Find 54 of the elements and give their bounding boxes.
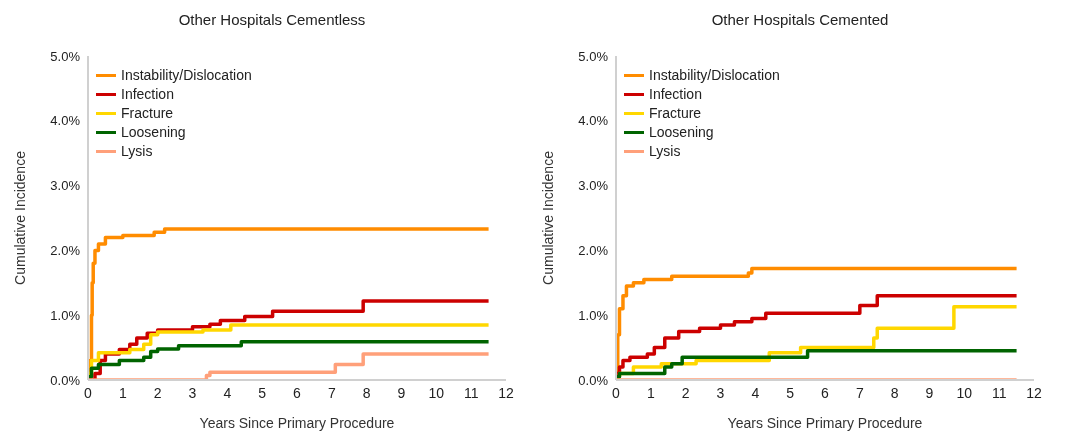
x-tick-label: 8 [362, 384, 371, 401]
x-tick-label: 3 [188, 384, 197, 401]
x-tick-label: 2 [153, 384, 162, 401]
legend-label: Lysis [121, 142, 153, 161]
y-tick-label: 0.0% [50, 372, 81, 388]
x-tick-label: 4 [751, 384, 760, 401]
x-tick-label: 3 [716, 384, 725, 401]
x-tick-label: 6 [821, 384, 830, 401]
x-tick-label: 1 [646, 384, 655, 401]
y-tick-label: 5.0% [578, 48, 609, 64]
legend-label: Lysis [649, 142, 681, 161]
x-tick-label: 2 [681, 384, 690, 401]
y-tick-label: 4.0% [50, 113, 81, 129]
y-tick-label: 5.0% [50, 48, 81, 64]
legend-label: Fracture [649, 104, 702, 123]
legend-label: Instability/Dislocation [649, 66, 780, 85]
x-tick-label: 12 [498, 384, 514, 401]
x-tick-label: 5 [258, 384, 267, 401]
y-tick-label: 3.0% [50, 178, 81, 194]
legend-label: Fracture [121, 104, 174, 123]
x-tick-label: 4 [223, 384, 232, 401]
y-axis-title: Cumulative Incidence [11, 150, 28, 285]
x-tick-label: 8 [890, 384, 899, 401]
x-tick-label: 9 [397, 384, 406, 401]
x-tick-label: 7 [855, 384, 864, 401]
y-tick-label: 2.0% [578, 243, 609, 259]
x-tick-label: 11 [991, 384, 1007, 401]
x-tick-label: 0 [612, 384, 621, 401]
y-tick-label: 1.0% [578, 307, 609, 323]
y-tick-label: 1.0% [50, 307, 81, 323]
x-tick-label: 7 [327, 384, 336, 401]
x-tick-label: 9 [925, 384, 934, 401]
x-tick-label: 5 [786, 384, 795, 401]
x-tick-label: 10 [428, 384, 445, 401]
x-axis-title: Years Since Primary Procedure [727, 415, 923, 431]
x-tick-label: 12 [1026, 384, 1042, 401]
y-tick-label: 2.0% [50, 243, 81, 259]
y-axis-title: Cumulative Incidence [539, 150, 556, 285]
x-axis-title: Years Since Primary Procedure [199, 415, 395, 431]
chart-title: Other Hospitals Cementless [177, 10, 367, 30]
legend-label: Infection [121, 85, 174, 104]
legend-label: Loosening [649, 123, 714, 142]
x-tick-label: 10 [956, 384, 973, 401]
x-tick-label: 6 [293, 384, 302, 401]
y-tick-label: 4.0% [578, 113, 609, 129]
x-tick-label: 11 [463, 384, 479, 401]
x-tick-label: 0 [84, 384, 93, 401]
x-tick-label: 1 [118, 384, 127, 401]
legend-label: Infection [649, 85, 702, 104]
y-tick-label: 0.0% [578, 372, 609, 388]
legend-label: Instability/Dislocation [121, 66, 252, 85]
y-tick-label: 3.0% [578, 178, 609, 194]
chart-title: Other Hospitals Cemented [710, 10, 890, 30]
legend-label: Loosening [121, 123, 186, 142]
